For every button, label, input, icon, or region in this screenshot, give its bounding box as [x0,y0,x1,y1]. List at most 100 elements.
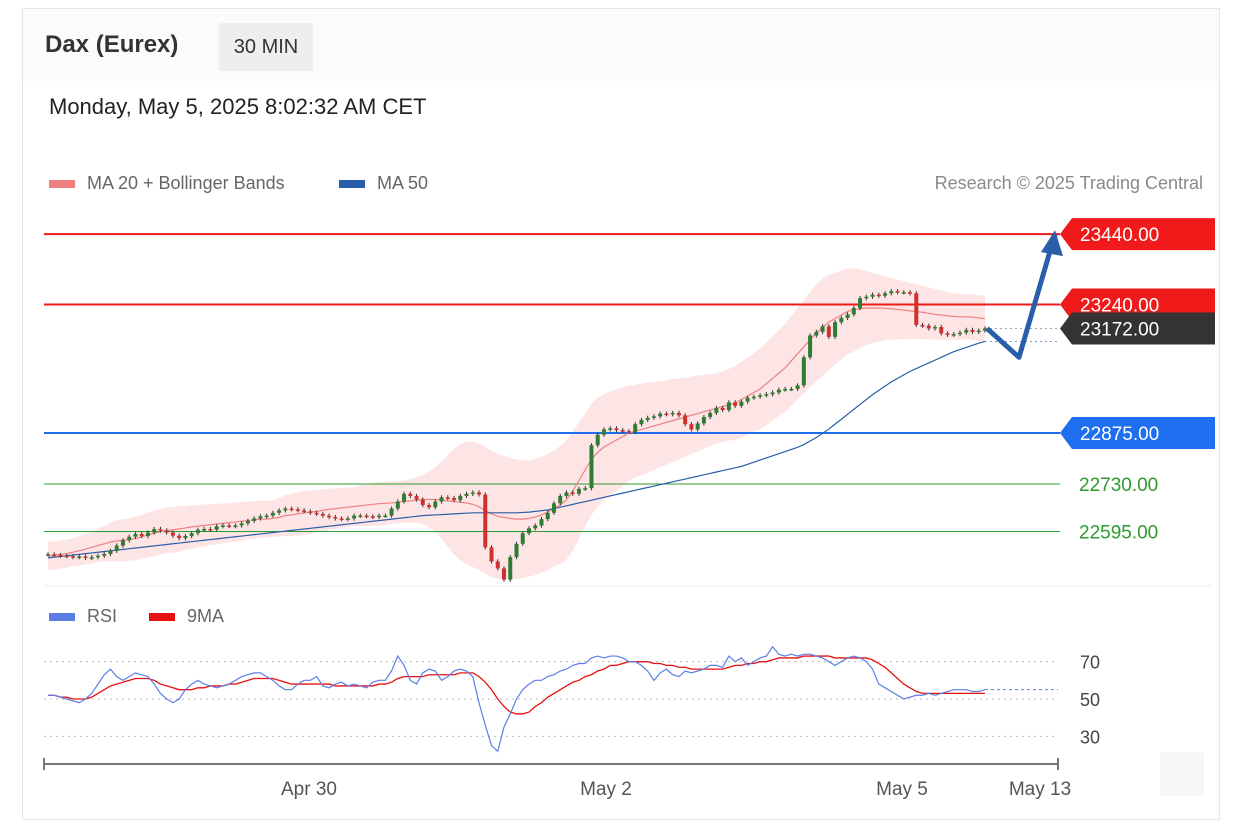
candle-body [352,515,357,519]
timeframe-selector[interactable]: 30 MIN [219,23,313,71]
candle-body [327,515,332,518]
candle-body [795,385,800,389]
candle-body [714,407,719,413]
candle-body [926,325,931,329]
candle-body [551,503,556,513]
candle-body [114,545,119,551]
candle-body [533,525,538,529]
x-tick-label: May 5 [876,779,928,800]
candle-body [333,517,338,519]
support-1-label: 22730.00 [1079,475,1158,496]
candle-body [233,525,238,527]
candle-body [477,492,482,495]
candle-body [808,335,813,358]
candle-body [645,417,650,420]
candle-body [601,429,606,435]
candle-body [120,540,125,546]
candle-body [633,424,638,432]
ma50-swatch [339,179,365,188]
candle-body [958,332,963,335]
candle-body [826,326,831,337]
candle-body [402,493,407,502]
rsi-tick-label: 50 [1080,690,1100,710]
candle-body [345,518,350,520]
candle-body [964,329,969,333]
candle-body [320,513,325,516]
candle-body [52,554,57,556]
pivot-tag [1060,416,1215,449]
candle-body [708,412,713,418]
candle-body [445,497,450,499]
forecast-arrow [985,233,1058,360]
candle-body [277,510,282,513]
candle-body [133,533,138,537]
candle-body [264,515,269,518]
candle-body [670,412,675,415]
candle-body [358,515,363,518]
candle-body [489,547,494,562]
legend-ma50-label: MA 50 [377,173,429,193]
candle-body [520,533,525,544]
candle-body [145,532,150,537]
candle-body [377,515,382,518]
candle-body [558,495,563,504]
candle-body [252,518,257,521]
candle-body [814,331,819,336]
candle-body [939,327,944,334]
candle-body [464,493,469,496]
candle-body [951,334,956,336]
candle-body [620,430,625,432]
candle-body [208,529,213,531]
resistance-2-label: 23440.00 [1080,225,1159,246]
candle-body [108,550,113,554]
legend-9ma-label: 9MA [187,606,225,626]
candle-body [314,512,319,515]
candle-body [820,326,825,332]
candle-body [452,498,457,501]
candle-body [308,511,313,513]
candle-body [195,529,200,534]
candle-body [608,428,613,430]
last-price-label: 23172.00 [1080,319,1159,340]
candle-body [58,555,63,557]
candle-body [395,501,400,509]
rsi-swatch [49,612,75,621]
resistance-2-tag [1060,218,1215,251]
candle-body [270,512,275,516]
candle-body [776,389,781,393]
candle-body [127,536,132,541]
candle-body [583,488,588,490]
x-tick-label: Apr 30 [281,779,337,800]
candle-body [839,317,844,323]
candle-body [289,508,294,511]
candle-body [783,388,788,391]
candle-body [914,293,919,325]
candle-body [595,434,600,446]
candle-body [370,516,375,518]
x-tick-label: May 2 [580,779,632,800]
forecast-arrowhead [1041,230,1063,257]
candle-body [901,292,906,294]
candle-body [626,431,631,433]
candle-body [683,415,688,425]
candle-body [689,424,694,430]
instrument-title: Dax (Eurex) [45,31,179,58]
candle-body [302,510,307,512]
candle-body [239,523,244,526]
candle-body [202,529,207,531]
candle-body [770,392,775,395]
candle-body [570,492,575,494]
rsi-tick-label: 70 [1080,653,1100,673]
legend-rsi-label: RSI [87,606,118,626]
candle-body [614,428,619,431]
legend-rsi: RSI [49,606,117,627]
legend-ma20: MA 20 + Bollinger Bands [49,173,285,194]
candle-body [945,333,950,335]
ma20-line [47,307,986,557]
candle-body [845,314,850,318]
legend-ma20-label: MA 20 + Bollinger Bands [87,173,285,193]
candle-body [514,543,519,558]
candle-body [258,516,263,519]
candle-body [439,497,444,502]
